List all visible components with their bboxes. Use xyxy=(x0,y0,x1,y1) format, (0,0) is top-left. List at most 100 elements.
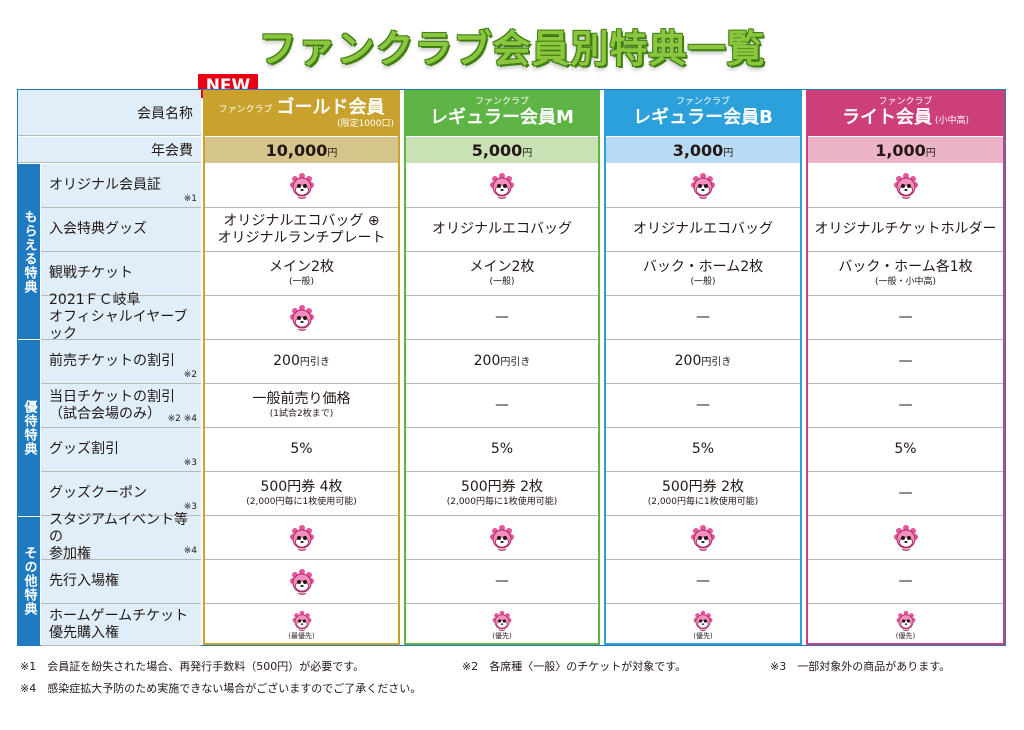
row-label-cell: ホームゲームチケット 優先購入権 xyxy=(41,604,201,646)
benefit-caption: (優先) xyxy=(693,632,713,640)
benefit-cell: 500円券 2枚 (2,000円毎に1枚使用可能) xyxy=(406,472,598,516)
benefit-cell xyxy=(406,164,598,208)
benefit-cell: — xyxy=(808,472,1003,516)
benefit-value: 5% xyxy=(691,441,715,457)
row-label: 先行入場権 xyxy=(49,573,119,589)
benefit-cell xyxy=(205,164,398,208)
benefit-caption: (優先) xyxy=(492,632,512,640)
benefit-cell: 5% xyxy=(808,428,1003,472)
benefit-caption: (最優先) xyxy=(288,632,315,640)
benefit-cell: オリジナルエコバッグ ⊕ オリジナルランチプレート xyxy=(205,208,398,252)
benefit-cell xyxy=(205,560,398,604)
benefit-value: — xyxy=(898,309,913,325)
benefit-cell xyxy=(606,164,800,208)
mascot-icon xyxy=(289,304,314,331)
benefit-subnote: (1試合2枚まで) xyxy=(269,409,334,419)
benefit-cell: バック・ホーム各1枚 (一般・小中高) xyxy=(808,252,1003,296)
row-label-cell: オリジナル会員証 ※1 xyxy=(41,164,201,208)
row-label: スタジアムイベント等の xyxy=(49,512,189,545)
section-band-other: その他特典 xyxy=(18,517,40,645)
mascot-icon xyxy=(691,524,715,551)
row-label: オリジナル会員証 xyxy=(49,177,161,193)
benefit-subnote: (一般) xyxy=(489,277,515,287)
row-label-cell: 当日チケットの割引 （試合会場のみ） ※2 ※4 xyxy=(41,384,201,428)
benefit-cell: 5% xyxy=(205,428,398,472)
mascot-icon xyxy=(896,610,915,632)
benefit-cell: 5% xyxy=(606,428,800,472)
annual-fee-label-cell: 年会費 xyxy=(18,137,201,163)
benefit-cell: — xyxy=(406,560,598,604)
benefit-cell: オリジナルエコバッグ xyxy=(606,208,800,252)
benefit-value: — xyxy=(696,397,710,413)
benefit-cell xyxy=(606,516,800,560)
plan-fee-unit: 円 xyxy=(925,147,936,159)
benefit-value: 200 xyxy=(674,353,702,369)
plan-fee-cell: 10,000 円 xyxy=(203,137,400,163)
benefit-value: 200 xyxy=(473,353,501,369)
benefit-value: — xyxy=(898,485,913,501)
mascot-icon xyxy=(691,172,715,199)
benefit-value: — xyxy=(898,353,913,369)
mascot-icon xyxy=(289,568,314,595)
plan-fee-unit: 円 xyxy=(723,147,734,159)
benefit-cell: — xyxy=(406,384,598,428)
plan-fee-amount: 3,000 xyxy=(672,140,724,160)
benefit-cell: (優先) xyxy=(808,604,1003,646)
benefit-value: 500円券 2枚 xyxy=(460,479,544,495)
benefit-cell: 200 円引き xyxy=(606,340,800,384)
row-label-cell: 入会特典グッズ xyxy=(41,208,201,252)
row-note-mark: ※2 xyxy=(183,370,197,380)
benefit-cell xyxy=(808,516,1003,560)
benefit-subnote: (一般・小中高) xyxy=(874,277,937,287)
benefit-cell: 500円券 2枚 (2,000円毎に1枚使用可能) xyxy=(606,472,800,516)
member-name-label-cell: 会員名称 xyxy=(18,90,201,136)
row-label: グッズクーポン xyxy=(49,485,147,501)
footnote-1: ※1 会員証を紛失された場合、再発行手数料（500円）が必要です。 xyxy=(20,660,365,673)
benefit-value: 5% xyxy=(290,441,313,457)
benefit-cell: (優先) xyxy=(406,604,598,646)
benefit-cell xyxy=(808,164,1003,208)
row-note-mark: ※3 xyxy=(183,502,197,512)
benefit-value: 5% xyxy=(490,441,514,457)
row-label-cell: 前売チケットの割引 ※2 xyxy=(41,340,201,384)
benefit-value: バック・ホーム各1枚 xyxy=(838,259,973,275)
plan-fee-amount: 10,000 xyxy=(265,140,328,160)
mascot-icon xyxy=(893,172,918,199)
benefit-cell: 200 円引き xyxy=(205,340,398,384)
benefit-cell: メイン2枚 (一般) xyxy=(205,252,398,296)
benefit-cell: 200 円引き xyxy=(406,340,598,384)
row-label-cell: 2021ＦＣ岐阜 オフィシャルイヤーブック xyxy=(41,292,201,342)
benefit-value: オリジナルエコバッグ xyxy=(633,221,773,237)
plan-header-cell: ファンクラブ レギュラー会員B xyxy=(604,90,802,136)
benefit-value: 5% xyxy=(894,441,917,457)
benefit-cell: — xyxy=(606,296,800,340)
benefit-cell: — xyxy=(808,340,1003,384)
benefit-cell: (最優先) xyxy=(205,604,398,646)
benefit-unit: 円引き xyxy=(701,357,732,368)
benefit-cell: 5% xyxy=(406,428,598,472)
mascot-icon xyxy=(289,172,314,199)
row-label-line2: オフィシャルイヤーブック xyxy=(49,309,188,342)
plan-fee-cell: 5,000 円 xyxy=(404,137,600,163)
plan-prefix: ファンクラブ xyxy=(675,97,730,107)
footnote-2: ※2 各席種〈一般〉のチケットが対象です。 xyxy=(462,660,687,673)
benefit-cell: (優先) xyxy=(606,604,800,646)
row-label: グッズ割引 xyxy=(49,441,119,457)
benefit-cell xyxy=(406,516,598,560)
mascot-icon xyxy=(893,524,918,551)
benefit-value: オリジナルチケットホルダー xyxy=(814,221,997,237)
benefit-unit: 円引き xyxy=(299,357,330,368)
row-note-mark: ※2 ※4 xyxy=(167,414,197,424)
plan-note: (小中高) xyxy=(934,116,970,126)
plan-prefix: ファンクラブ xyxy=(474,97,529,107)
benefit-cell: — xyxy=(808,384,1003,428)
plan-header-cell: ファンクラブ ゴールド会員 (限定1000口) xyxy=(203,90,400,136)
benefit-cell: — xyxy=(606,560,800,604)
mascot-icon xyxy=(492,610,512,632)
benefit-value: 500円券 2枚 xyxy=(661,479,745,495)
benefit-value: — xyxy=(495,397,509,413)
benefit-cell: オリジナルチケットホルダー xyxy=(808,208,1003,252)
benefit-value: 一般前売り価格 xyxy=(252,391,351,407)
row-label-cell: 観戦チケット xyxy=(41,252,201,296)
benefit-cell: オリジナルエコバッグ xyxy=(406,208,598,252)
